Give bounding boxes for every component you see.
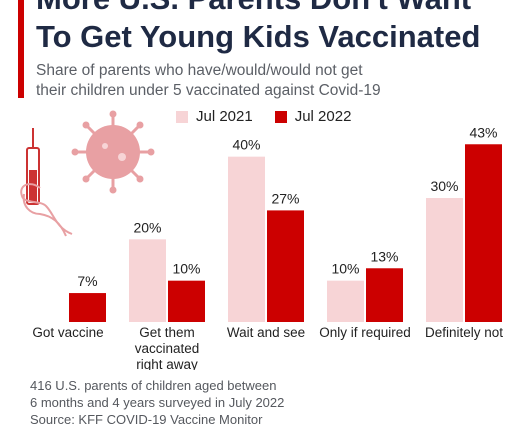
legend-item-2021: Jul 2021 — [176, 108, 253, 125]
legend-swatch-2022 — [274, 110, 287, 123]
category-label: right away — [136, 357, 198, 370]
legend-item-2022: Jul 2022 — [274, 108, 352, 125]
footnote-note-line: 6 months and 4 years surveyed in July 20… — [30, 395, 285, 410]
category-label: vaccinated — [135, 341, 200, 356]
chart-footnote: 416 U.S. parents of children aged betwee… — [30, 377, 284, 428]
bar-2022 — [465, 144, 502, 322]
category-label: Only if required — [319, 325, 411, 340]
bar-chart: 7% Got vaccine 20% 10% Get themvaccinatedrig… — [20, 110, 503, 370]
bar-2022 — [267, 210, 304, 322]
bar-2022 — [168, 280, 205, 322]
bar-value-label: 7% — [77, 273, 97, 289]
category-label: Got vaccine — [32, 325, 103, 340]
syringe-virus-illustration — [20, 110, 155, 237]
bar-value-label: 27% — [271, 190, 299, 206]
bar-value-label: 40% — [232, 137, 260, 153]
bar-value-label: 20% — [133, 219, 161, 235]
bar-2022 — [366, 268, 403, 322]
category-label: Get them — [139, 325, 195, 340]
bar-value-label: 10% — [331, 261, 359, 277]
category-label: Definitely not — [425, 325, 503, 340]
bar-2021 — [228, 156, 265, 322]
bars-layer: 7% Got vaccine 20% 10% Get themvaccinatedrig… — [32, 124, 503, 370]
chart-title: More U.S. Parents Don't Want To Get Youn… — [36, 0, 480, 56]
bar-2021 — [327, 280, 364, 322]
chart-legend: Jul 2021 Jul 2022 — [176, 108, 373, 125]
chart-title-line: More U.S. Parents Don't Want — [36, 0, 480, 18]
virus-icon — [71, 110, 155, 194]
bar-value-label: 43% — [469, 124, 497, 140]
footnote-source: Source: KFF COVID-19 Vaccine Monitor — [30, 412, 263, 427]
chart-subtitle-line: their children under 5 vaccinated agains… — [36, 82, 381, 99]
chart-title-line: To Get Young Kids Vaccinated — [36, 19, 481, 54]
bar-value-label: 13% — [370, 248, 398, 264]
bar-2021 — [426, 198, 463, 322]
title-accent-bar — [18, 0, 24, 98]
chart-subtitle-line: Share of parents who have/would/would no… — [36, 62, 363, 79]
legend-swatch-2021 — [176, 110, 188, 123]
bar-value-label: 30% — [430, 178, 458, 194]
bar-2021 — [129, 239, 166, 322]
bar-2022 — [69, 293, 106, 322]
chart-subtitle: Share of parents who have/would/would no… — [36, 61, 381, 101]
legend-label-2022: Jul 2022 — [294, 108, 352, 125]
bar-value-label: 10% — [172, 261, 200, 277]
syringe-icon — [20, 128, 73, 237]
legend-label-2021: Jul 2021 — [196, 108, 253, 125]
footnote-note-line: 416 U.S. parents of children aged betwee… — [30, 378, 277, 393]
category-label: Wait and see — [227, 325, 305, 340]
